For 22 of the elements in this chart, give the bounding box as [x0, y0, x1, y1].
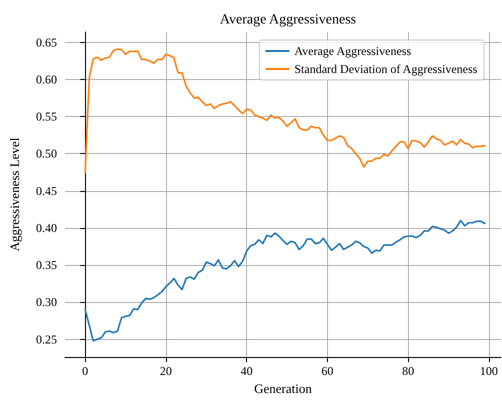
y-tick-label: 0.65 [36, 35, 57, 50]
x-axis-title: Generation [254, 381, 312, 396]
y-tick-label: 0.55 [36, 110, 57, 124]
y-tick-label: 0.40 [36, 220, 57, 235]
x-tick-label: 60 [321, 364, 334, 378]
x-tick-label: 0 [82, 364, 88, 378]
y-tick-label: 0.60 [36, 72, 57, 87]
line-series [84, 48, 486, 174]
y-axis-title: Aggressiveness Level [7, 137, 22, 252]
legend-label: Standard Deviation of Aggressiveness [294, 62, 478, 76]
y-tick-label: 0.45 [36, 184, 57, 198]
x-tick-label: 40 [240, 364, 253, 378]
y-tick-label: 0.35 [36, 258, 57, 272]
y-tick-label: 0.30 [36, 295, 57, 310]
chart-title: Average Aggressiveness [220, 12, 356, 28]
legend-label: Average Aggressiveness [294, 44, 412, 58]
line-series [84, 220, 486, 342]
y-tick-label: 0.50 [36, 146, 57, 161]
x-tick-label: 80 [402, 364, 414, 378]
x-tick-label: 100 [480, 364, 498, 378]
y-tick-label: 0.25 [36, 332, 57, 346]
x-tick-label: 20 [160, 364, 172, 378]
